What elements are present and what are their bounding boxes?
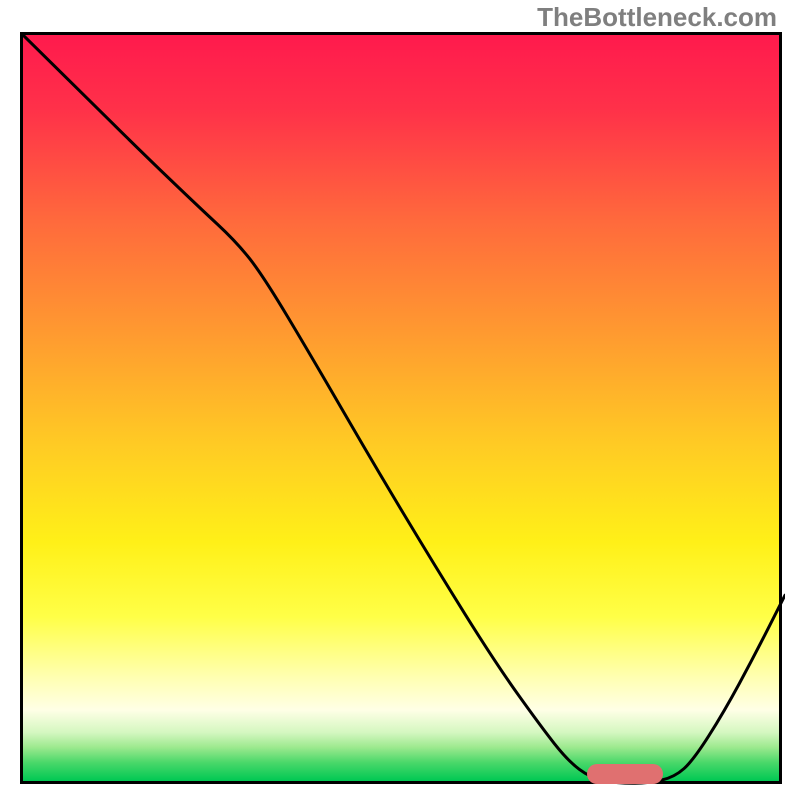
- watermark-label: TheBottleneck.com: [537, 2, 777, 33]
- chart-plot-area: [20, 32, 782, 784]
- optimum-marker: [587, 764, 663, 784]
- bottleneck-curve: [23, 35, 785, 783]
- curve-layer: [23, 35, 785, 787]
- chart-container: TheBottleneck.com: [0, 0, 800, 800]
